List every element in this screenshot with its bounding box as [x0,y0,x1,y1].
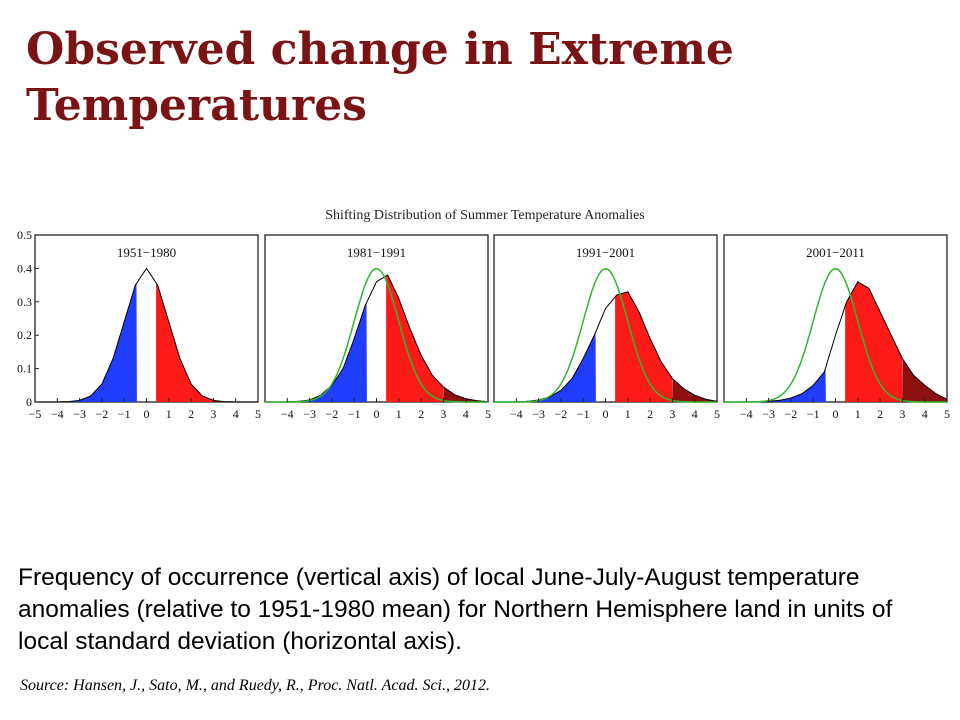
x-tick-label: −2 [326,407,339,421]
x-tick-label: −1 [577,407,590,421]
x-tick-label: −3 [762,407,775,421]
x-tick-label: 5 [255,407,261,421]
x-tick-label: 1 [855,407,861,421]
x-tick-label: −4 [281,407,294,421]
panel-1: 1951−1980 −5 −4 −3 −2 −1 0 1 2 3 4 5 [29,234,261,421]
x-tick-label: 5 [485,407,491,421]
panel-label: 1951−1980 [117,245,176,260]
x-tick-label: 3 [440,407,446,421]
panel-frame [264,234,489,403]
x-tick-label: 2 [647,407,653,421]
panel-3: 1991−2001 −4 −3 −2 −1 0 1 2 3 4 5 [493,234,720,421]
panel-label: 1981−1991 [347,245,406,260]
reference-normal-curve [494,268,717,403]
cold-area [265,302,367,402]
panel-label: 2001−2011 [806,245,865,260]
chart-title: Shifting Distribution of Summer Temperat… [325,208,645,223]
x-tick-label: −1 [118,407,131,421]
slide-title: Observed change in Extreme Temperatures [26,24,734,131]
x-tick-label: 0 [833,407,839,421]
cold-area [494,332,596,402]
extreme-hot-area [443,387,488,402]
x-tick-label: −3 [73,407,86,421]
panel-4: 2001−2011 −4 −3 −2 −1 0 1 2 3 4 5 [723,234,950,421]
extreme-hot-area [672,378,717,402]
x-tick-label: −1 [807,407,820,421]
x-tick-label: 5 [944,407,950,421]
source-citation: Source: Hansen, J., Sato, M., and Ruedy,… [20,677,490,694]
x-tick-label: −4 [51,407,64,421]
x-tick-label: 2 [418,407,424,421]
x-tick-label: 5 [714,407,720,421]
x-tick-label: 0 [144,407,150,421]
cold-area [35,283,137,402]
x-tick-label: −4 [740,407,753,421]
hot-area [156,282,214,402]
x-tick-label: 1 [625,407,631,421]
hot-area [615,291,673,402]
x-tick-label: −2 [785,407,798,421]
x-tick-label: 1 [396,407,402,421]
x-tick-label: 4 [233,407,239,421]
panel-frame [493,234,718,403]
figure-caption: Frequency of occurrence (vertical axis) … [18,564,893,655]
panel-frame [34,234,259,403]
x-tick-label: 3 [669,407,675,421]
reference-normal-curve [265,268,488,403]
x-tick-label: −2 [96,407,109,421]
cold-area [724,368,826,402]
x-tick-label: 1 [166,407,172,421]
hot-area [845,282,903,402]
x-tick-label: 0 [374,407,380,421]
x-tick-label: 0 [603,407,609,421]
distribution-chart: Shifting Distribution of Summer Temperat… [17,208,950,421]
x-tick-label: 3 [210,407,216,421]
x-tick-label: 4 [463,407,469,421]
extreme-hot-area [902,358,947,402]
x-tick-label: −2 [555,407,568,421]
panel-2: 1981−1991 −4 −3 −2 −1 0 1 2 3 4 5 [264,234,491,421]
x-tick-label: −4 [510,407,523,421]
x-tick-label: −5 [29,407,42,421]
x-tick-label: 2 [188,407,194,421]
reference-normal-curve [724,268,947,403]
y-tick-label: 0 [26,395,32,409]
x-tick-label: 2 [877,407,883,421]
x-tick-label: 3 [899,407,905,421]
y-tick-label: 0.2 [17,328,32,342]
y-tick-label: 0.4 [17,261,32,275]
x-tick-label: 4 [692,407,698,421]
y-tick-label: 0.3 [17,295,32,309]
x-tick-label: −1 [348,407,361,421]
extreme-hot-area [213,400,258,402]
temperature-anomaly-figure: Shifting Distribution of Summer Temperat… [0,196,960,436]
observed-curve [35,267,258,403]
x-tick-label: 4 [922,407,928,421]
x-tick-label: −3 [303,407,316,421]
panel-label: 1991−2001 [576,245,635,260]
y-tick-label: 0.1 [17,362,32,376]
y-tick-label: 0.5 [17,228,32,242]
x-tick-label: −3 [532,407,545,421]
